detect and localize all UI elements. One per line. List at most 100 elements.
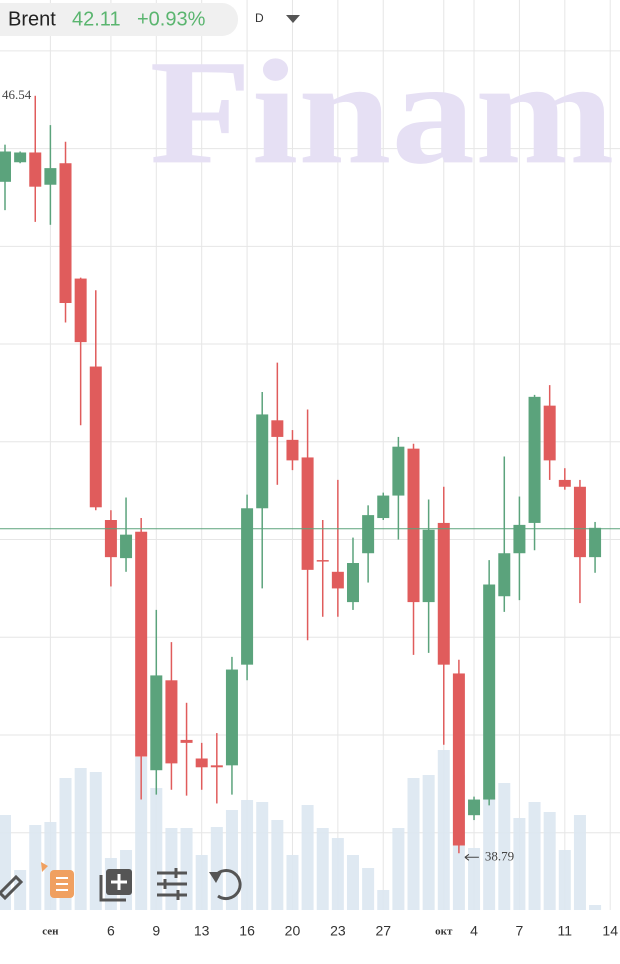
volume-layer [0,750,602,910]
symbol: Brent [8,8,56,30]
low-annotation: 38.79 [485,848,514,863]
volume-bar [331,838,344,910]
volume-bar [286,855,299,910]
settings-icon[interactable] [157,868,187,900]
candle-body [59,163,72,304]
volume-bar [362,868,375,910]
x-tick-label: 13 [194,923,210,939]
candle-body [543,405,556,461]
candle-body [180,739,193,743]
candle-body [468,799,481,816]
volume-bar [89,772,102,910]
candle-layer [0,95,602,854]
x-tick-label: 4 [470,923,478,939]
x-tick-label: 20 [285,923,301,939]
candle-body [558,479,571,487]
candle-body [210,765,223,768]
high-annotation: 46.54 [2,87,32,102]
toolbar [0,862,242,902]
candle-body [377,495,390,519]
candle-body [346,563,359,603]
candle-body [331,571,344,589]
x-tick-label: 11 [558,923,573,939]
pencil-icon[interactable] [0,874,24,901]
volume-bar [392,828,405,910]
watermark: Finam [150,29,615,195]
x-tick-label: 14 [602,923,618,939]
x-tick-label: 16 [239,923,255,939]
candle-body [44,168,57,185]
candle-body [498,553,511,597]
x-tick-label: окт [435,926,453,938]
volume-bar [422,775,435,910]
candle-body [104,520,117,558]
volume-bar [558,850,571,910]
candle-body [316,560,329,562]
last-price: 42.11 [72,8,121,30]
x-tick-label: 23 [330,923,346,939]
candle-body [437,522,450,665]
candle-body [573,486,586,558]
candle-body [89,366,102,508]
candle-body [256,414,269,509]
volume-bar [135,757,148,910]
volume-bar [29,825,42,910]
x-tick-label: 6 [107,923,115,939]
candle-body [392,446,405,496]
volume-bar [407,778,420,910]
x-tick-label: 9 [152,923,160,939]
candle-body [513,524,526,554]
volume-bar [195,855,208,910]
candle-body [0,151,11,182]
candle-body [74,278,87,343]
candle-body [241,508,254,665]
volume-bar [74,768,87,910]
candle-body [120,534,133,559]
interval[interactable]: D [255,11,264,25]
volume-bar [528,802,541,910]
candle-body [195,758,208,768]
volume-bar [437,750,450,910]
change: +0.93% [137,8,206,30]
volume-bar [165,828,178,910]
dropdown-arrow[interactable] [286,15,300,23]
volume-bar [483,798,496,910]
candle-body [165,680,178,764]
volume-bar [377,890,390,910]
candle-body [407,448,420,603]
volume-bar [573,815,586,910]
volume-bar [210,827,223,910]
candle-body [422,529,435,603]
volume-bar [513,818,526,910]
volume-bar [316,828,329,910]
candle-body [362,515,375,554]
candle-body [528,396,541,523]
candle-body [225,669,238,766]
undo-icon[interactable] [209,869,242,901]
candle-body [14,152,27,163]
volume-bar [150,788,163,910]
candle-body [271,420,284,437]
candle-body [483,584,496,800]
volume-bar [589,905,602,910]
volume-bar [468,848,481,910]
x-tick-label: 27 [375,923,391,939]
volume-bar [301,805,314,910]
symbol-pill[interactable] [0,3,238,36]
low-arrow [464,853,479,861]
volume-bar [498,783,511,910]
volume-bar [241,800,254,910]
volume-bar [346,855,359,910]
candle-body [589,527,602,558]
volume-bar [180,828,193,910]
volume-bar [271,820,284,910]
volume-bar [0,815,11,910]
volume-bar [225,810,238,910]
list-icon[interactable] [41,862,74,898]
add-indicator-icon[interactable] [99,869,132,902]
candle-body [29,152,42,187]
candle-body [286,439,299,461]
candle-body [150,675,163,771]
